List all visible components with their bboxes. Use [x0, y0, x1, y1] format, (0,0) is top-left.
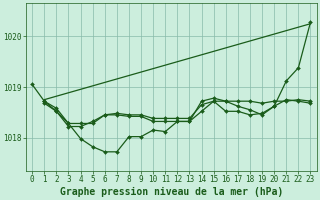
X-axis label: Graphe pression niveau de la mer (hPa): Graphe pression niveau de la mer (hPa) [60, 186, 283, 197]
